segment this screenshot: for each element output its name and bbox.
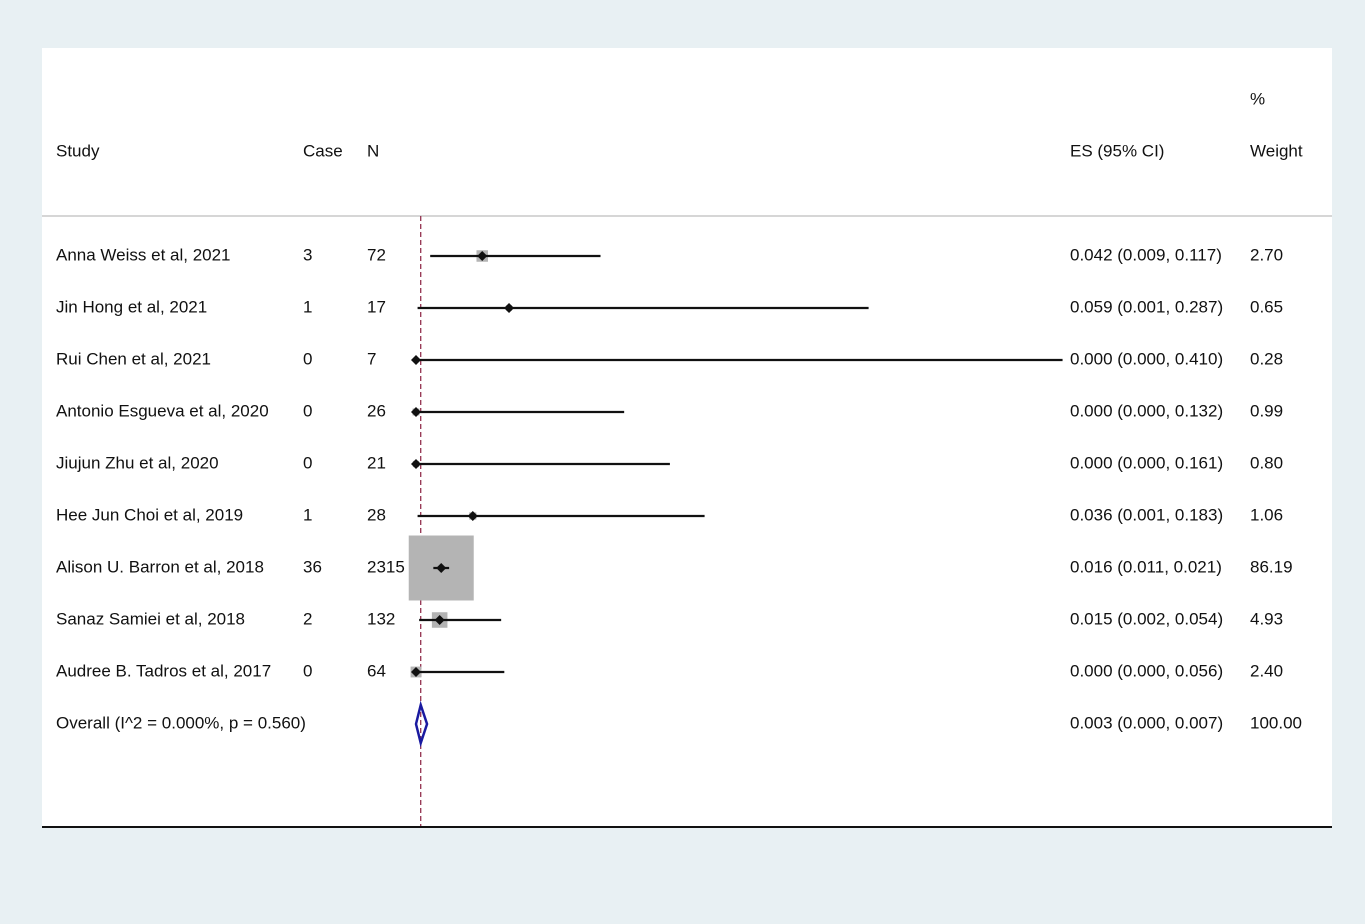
study-es-ci: 0.000 (0.000, 0.161) <box>1070 453 1223 472</box>
study-weight: 2.40 <box>1250 661 1283 680</box>
study-row: Jin Hong et al, 2021 1 17 0.059 (0.001, 0.2… <box>56 297 1283 316</box>
study-weight: 4.93 <box>1250 609 1283 628</box>
point-estimate <box>411 667 421 677</box>
study-name: Audree B. Tadros et al, 2017 <box>56 661 271 680</box>
study-row: Anna Weiss et al, 2021 3 72 0.042 (0.009, 0… <box>56 245 1283 264</box>
study-row: Jiujun Zhu et al, 2020 0 21 0.000 (0.000, 0… <box>56 453 1283 472</box>
study-n: 72 <box>367 245 386 264</box>
study-n: 64 <box>367 661 386 680</box>
overall-label: Overall (I^2 = 0.000%, p = 0.560) <box>56 713 306 732</box>
header-n: N <box>367 141 379 160</box>
header-weight-percent: % <box>1250 89 1265 108</box>
overall-diamond <box>414 700 429 748</box>
plot-panel: Study Case N ES (95% CI)% Weight Anna Weiss e… <box>42 48 1332 828</box>
study-n: 17 <box>367 297 386 316</box>
study-case: 2 <box>303 609 312 628</box>
point-estimate <box>411 407 421 417</box>
study-row: Antonio Esgueva et al, 2020 0 26 0.000 (0.0… <box>56 401 1283 420</box>
study-weight: 0.99 <box>1250 401 1283 420</box>
study-es-ci: 0.036 (0.001, 0.183) <box>1070 505 1223 524</box>
study-n: 2315 <box>367 557 405 576</box>
header-study: Study <box>56 141 100 160</box>
study-row: Audree B. Tadros et al, 2017 0 64 0.000 (0.… <box>56 661 1283 680</box>
study-name: Anna Weiss et al, 2021 <box>56 245 231 264</box>
study-name: Jiujun Zhu et al, 2020 <box>56 453 219 472</box>
header-case: Case <box>303 141 343 160</box>
study-es-ci: 0.000 (0.000, 0.056) <box>1070 661 1223 680</box>
study-name: Hee Jun Choi et al, 2019 <box>56 505 243 524</box>
study-name: Jin Hong et al, 2021 <box>56 297 207 316</box>
study-name: Alison U. Barron et al, 2018 <box>56 557 264 576</box>
study-es-ci: 0.059 (0.001, 0.287) <box>1070 297 1223 316</box>
study-case: 1 <box>303 505 312 524</box>
study-case: 0 <box>303 453 312 472</box>
study-row: Rui Chen et al, 2021 0 7 0.000 (0.000, 0.41… <box>56 349 1283 368</box>
forest-plot: Study Case N ES (95% CI)% Weight Anna Weiss e… <box>42 89 1332 828</box>
overall-es-ci: 0.003 (0.000, 0.007) <box>1070 713 1223 732</box>
point-estimate <box>436 563 447 573</box>
study-case: 0 <box>303 349 312 368</box>
study-case: 3 <box>303 245 312 264</box>
study-row: Hee Jun Choi et al, 2019 1 28 0.036 (0.001,… <box>56 505 1283 524</box>
study-name: Antonio Esgueva et al, 2020 <box>56 401 269 420</box>
point-estimate <box>477 251 488 261</box>
study-name: Rui Chen et al, 2021 <box>56 349 211 368</box>
study-es-ci: 0.016 (0.011, 0.021) <box>1070 557 1222 576</box>
study-weight: 0.28 <box>1250 349 1283 368</box>
header-weight: Weight <box>1250 141 1303 160</box>
study-es-ci: 0.042 (0.009, 0.117) <box>1070 245 1222 264</box>
study-weight: 0.65 <box>1250 297 1283 316</box>
overall-row: Overall (I^2 = 0.000%, p = 0.560) 0.003 (… <box>56 700 1302 748</box>
point-estimate <box>411 459 421 469</box>
study-n: 21 <box>367 453 386 472</box>
study-es-ci: 0.015 (0.002, 0.054) <box>1070 609 1223 628</box>
study-case: 36 <box>303 557 322 576</box>
point-estimate <box>411 355 421 365</box>
study-weight: 0.80 <box>1250 453 1283 472</box>
overall-weight: 100.00 <box>1250 713 1302 732</box>
study-case: 0 <box>303 661 312 680</box>
study-weight: 1.06 <box>1250 505 1283 524</box>
point-estimate <box>467 511 478 521</box>
point-estimate <box>434 615 445 625</box>
study-case: 0 <box>303 401 312 420</box>
study-n: 26 <box>367 401 386 420</box>
study-weight: 86.19 <box>1250 557 1293 576</box>
study-weight: 2.70 <box>1250 245 1283 264</box>
study-row: Alison U. Barron et al, 2018 36 2315 0.016 … <box>56 535 1293 601</box>
study-n: 132 <box>367 609 395 628</box>
study-es-ci: 0.000 (0.000, 0.132) <box>1070 401 1223 420</box>
header-es: ES (95% CI) <box>1070 141 1164 160</box>
study-row: Sanaz Samiei et al, 2018 2 132 0.015 (0.002… <box>56 609 1283 628</box>
study-case: 1 <box>303 297 312 316</box>
study-n: 7 <box>367 349 376 368</box>
study-es-ci: 0.000 (0.000, 0.410) <box>1070 349 1223 368</box>
study-n: 28 <box>367 505 386 524</box>
study-name: Sanaz Samiei et al, 2018 <box>56 609 245 628</box>
point-estimate <box>504 303 515 313</box>
